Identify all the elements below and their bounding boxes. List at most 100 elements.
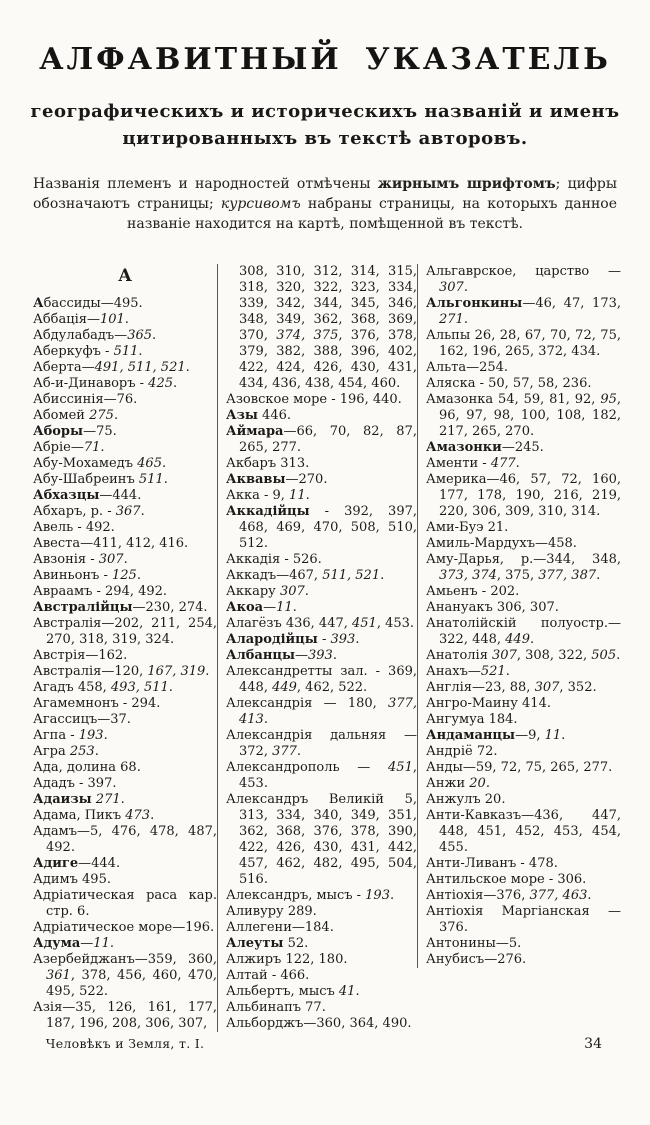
page-ref-italic: 307	[534, 680, 560, 695]
index-entry: Аккадія - 526.	[226, 552, 417, 568]
index-entry: Адама, Пикъ 473.	[33, 808, 217, 824]
entry-text: —230, 274.	[132, 600, 208, 615]
index-entry: Аберта—491, 511, 521.	[33, 360, 217, 376]
entry-text: Адамъ—5, 476, 478, 487, 492.	[33, 824, 217, 855]
entry-text: Ангро-Маину 414.	[426, 696, 551, 711]
entry-text: —270.	[285, 472, 328, 487]
entry-text: Аллегени—184.	[226, 920, 334, 935]
entry-text: Анахъ—	[426, 664, 481, 679]
index-entry: Александрія дальняя — 372, 377.	[226, 728, 417, 760]
entry-text: Антонины—5.	[426, 936, 522, 951]
page-ref-italic: 393	[330, 632, 356, 647]
letter-section-header: А	[118, 266, 132, 286]
index-entry: Анануакъ 306, 307.	[426, 600, 621, 616]
page-ref-italic: 101	[99, 312, 125, 327]
page-ref-italic: 473	[125, 808, 151, 823]
index-entry: Альборджъ—360, 364, 490.	[226, 1016, 417, 1032]
entry-text: Анжи	[426, 776, 470, 791]
index-entry: Алародійцы - 393.	[226, 632, 417, 648]
entry-text: .	[380, 568, 385, 583]
entry-text: Авель - 492.	[33, 520, 115, 535]
index-entry: Анжи 20.	[426, 776, 621, 792]
index-entry: Антіохія Маргіанская — 376.	[426, 904, 621, 936]
entry-text: —9,	[515, 728, 545, 743]
index-entry: Агамемнонъ - 294.	[33, 696, 217, 712]
entry-text: Аберкуфъ -	[33, 344, 114, 359]
index-entry: Адума—11.	[33, 936, 217, 952]
index-entry: Агассицъ—37.	[33, 712, 217, 728]
entry-text: , 375,	[496, 568, 539, 583]
page-ref-italic: 307	[439, 280, 464, 295]
index-entry: Анды—59, 72, 75, 265, 277.	[426, 760, 621, 776]
entry-text: Альпы 26, 28, 67, 70, 72, 75, 162, 196, …	[426, 328, 621, 359]
entry-text: .	[163, 472, 168, 487]
entry-text: .	[485, 776, 490, 791]
entry-text: Авеста—411, 412, 416.	[33, 536, 189, 551]
index-entry: Альбертъ, мысъ 41.	[226, 984, 417, 1000]
index-entry: Аб-и-Динаворъ - 425.	[33, 376, 217, 392]
page-ref-italic: 493, 511	[110, 680, 169, 695]
index-entry: Ангро-Маину 414.	[426, 696, 621, 712]
entry-text: Антіохія—376,	[426, 888, 530, 903]
index-entry: Акка - 9, 11.	[226, 488, 417, 504]
entry-text: .	[596, 568, 601, 583]
page-ref-italic: 491, 511, 521	[94, 360, 186, 375]
entry-text: Авзонія -	[33, 552, 99, 567]
entry-text: —	[80, 936, 94, 951]
entry-text: Азербейджанъ—359, 360,	[33, 952, 217, 967]
index-entry: Аймара—66, 70, 82, 87, 265, 277.	[226, 424, 417, 456]
entry-name-bold: Алеуты	[226, 936, 284, 951]
index-entry: Аквавы—270.	[226, 472, 417, 488]
page-ref-italic: 307	[98, 552, 124, 567]
entry-text: , 462, 522.	[296, 680, 368, 695]
index-entry: Алтай - 466.	[226, 968, 417, 984]
index-entry: Авеста—411, 412, 416.	[33, 536, 217, 552]
entry-text: Альбинапъ 77.	[226, 1000, 326, 1015]
entry-text: .	[109, 936, 114, 951]
index-entry: Антильское море - 306.	[426, 872, 621, 888]
index-entry: Австралія—120, 167, 319.	[33, 664, 217, 680]
entry-text: .	[124, 312, 129, 327]
page-ref-italic: 374, 375	[276, 328, 339, 343]
entry-text: .	[355, 984, 360, 999]
entry-text: .	[103, 728, 108, 743]
page-ref-italic: 193	[365, 888, 390, 903]
entry-name-bold: Амазонки	[426, 440, 502, 455]
entry-text: Александрополь —	[226, 760, 389, 775]
subtitle-line-2: цитированныхъ въ текстѣ авторовъ.	[122, 128, 528, 149]
entry-text: .	[515, 456, 520, 471]
entry-text: .	[292, 600, 297, 615]
index-entry: Альта—254.	[426, 360, 621, 376]
index-entry: Ангумуа 184.	[426, 712, 621, 728]
page-ref-italic: 167, 319	[147, 664, 206, 679]
page-ref-italic: 449	[505, 632, 530, 647]
entry-text: .	[136, 568, 141, 583]
index-entry: Алагёзъ 436, 447, 451, 453.	[226, 616, 417, 632]
index-entry: Альгаврское, царство — 307.	[426, 264, 621, 296]
page-ref-italic: 11	[544, 728, 562, 743]
page-ref-italic: 307	[279, 584, 305, 599]
entry-text: .	[355, 632, 360, 647]
entry-text: Абу-Шабреинъ	[33, 472, 139, 487]
page-ref-italic: 521	[480, 664, 506, 679]
entry-text: —245.	[501, 440, 544, 455]
entry-text: , 378, 456, 460, 470, 495, 522.	[46, 968, 217, 999]
entry-text: Александръ, мысъ -	[226, 888, 366, 903]
entry-name-bold: Альгонкины	[426, 296, 523, 311]
index-entry: Аллегени—184.	[226, 920, 417, 936]
entry-text: Названія племенъ и народностей отмѣчены	[33, 176, 378, 192]
entry-text: Абріе—	[33, 440, 84, 455]
entry-text: Анубисъ—276.	[426, 952, 527, 967]
entry-name-bold: Адаизы	[33, 792, 92, 807]
index-entry: Авель - 492.	[33, 520, 217, 536]
entry-text: —444.	[78, 856, 121, 871]
entry-text: Аббація—	[33, 312, 100, 327]
entry-text: .	[173, 376, 178, 391]
index-entry: Авзонія - 307.	[33, 552, 217, 568]
entry-text: Абомей	[33, 408, 90, 423]
entry-text: .	[100, 440, 105, 455]
page-ref-italic: 275	[89, 408, 114, 423]
index-entry: Албанцы—393.	[226, 648, 417, 664]
page-ref-italic: курсивомъ	[220, 196, 301, 212]
footer-volume-title: Человѣкъ и Земля, т. I.	[45, 1036, 205, 1051]
